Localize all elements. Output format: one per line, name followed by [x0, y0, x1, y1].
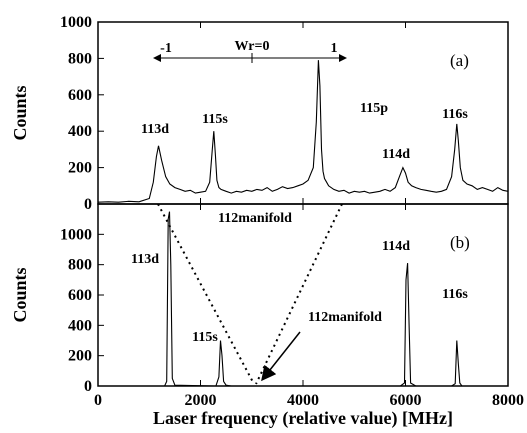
x-axis-label: Laser frequency (relative value) [MHz] — [153, 408, 453, 429]
y-tick-label-a-5: 1000 — [60, 14, 92, 31]
x-tick-label-4: 8000 — [492, 392, 524, 409]
peak-label-116s-b: 116s — [442, 287, 468, 302]
peak-label-114d-a: 114d — [382, 147, 410, 162]
x-tick-label-0: 0 — [94, 392, 102, 409]
y-tick-label-a-4: 800 — [68, 50, 92, 67]
y-tick-label-b-1: 200 — [68, 348, 92, 365]
y-tick-label-a-3: 600 — [68, 87, 92, 104]
wr-label-plus1: 1 — [331, 41, 338, 56]
wr-label-minus1: -1 — [160, 41, 172, 56]
y-tick-label-b-4: 800 — [68, 257, 92, 274]
y-tick-label-a-0: 0 — [84, 196, 92, 213]
peak-label-115s-b: 115s — [192, 330, 218, 345]
y-tick-label-b-5: 1000 — [60, 226, 92, 243]
manifold-dotted-right — [255, 203, 343, 385]
axis-ticks — [97, 21, 509, 387]
peak-label-115p-a: 115p — [360, 101, 388, 116]
x-tick-label-1: 2000 — [185, 392, 217, 409]
panel-label-b: (b) — [450, 233, 470, 252]
y-tick-label-a-1: 200 — [68, 160, 92, 177]
series-line-a — [97, 60, 509, 203]
peak-label-113d-a: 113d — [141, 122, 169, 137]
y-tick-label-b-0: 0 — [84, 378, 92, 395]
y-tick-label-b-2: 400 — [68, 317, 92, 334]
manifold-dotted-left — [157, 203, 255, 385]
peak-label-112manifold-top: 112manifold — [218, 211, 292, 226]
peak-label-112manifold-bottom: 112manifold — [308, 310, 382, 325]
series-line-b — [98, 211, 508, 387]
y-axis-label-a: Counts — [10, 85, 30, 140]
peak-label-115s-a: 115s — [202, 112, 228, 127]
x-tick-label-3: 6000 — [390, 392, 422, 409]
peak-label-114d-b: 114d — [382, 239, 410, 254]
x-tick-label-2: 4000 — [287, 392, 319, 409]
y-tick-label-a-2: 400 — [68, 123, 92, 140]
manifold-arrow — [261, 331, 301, 382]
peak-label-113d-b: 113d — [131, 252, 159, 267]
tick-labels: 0 200 400 600 800 1000 0 200 400 600 800 1000 0 2000 4… — [60, 14, 524, 409]
y-axis-label-b: Counts — [10, 267, 30, 322]
peak-label-116s-a: 116s — [442, 107, 468, 122]
panel-label-a: (a) — [450, 51, 469, 70]
wr-label-zero: Wr=0 — [235, 39, 270, 54]
y-tick-label-b-3: 600 — [68, 287, 92, 304]
